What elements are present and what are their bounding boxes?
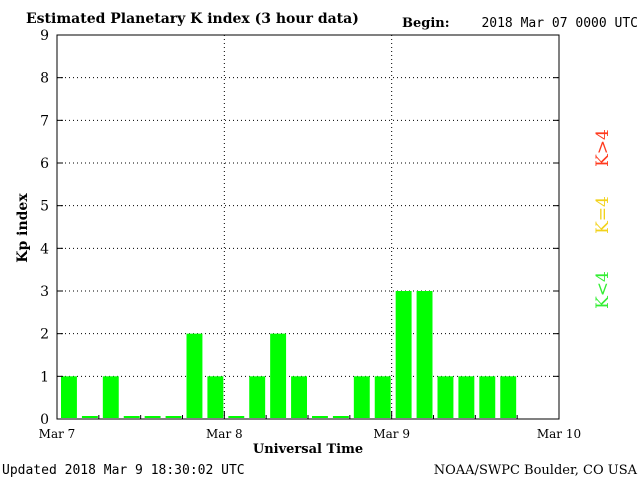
x-axis-ticks: Mar 7 Mar 8 Mar 9 Mar 10 — [39, 411, 581, 441]
kp-bar — [207, 376, 224, 418]
y-tick-label: 6 — [40, 156, 49, 172]
kp-bar — [102, 376, 119, 418]
kp-bar — [291, 376, 307, 418]
kp-bar — [228, 416, 245, 418]
kp-bar — [500, 376, 517, 418]
kp-bar — [332, 416, 349, 418]
y-tick-label: 9 — [40, 28, 49, 44]
y-tick-label: 0 — [40, 412, 49, 428]
kp-bar — [249, 376, 266, 418]
kp-bar — [395, 291, 412, 418]
kp-bar — [437, 376, 454, 418]
kp-bar — [186, 333, 203, 418]
y-tick-label: 3 — [40, 284, 49, 300]
legend-k-greater-4: K>4 — [593, 129, 613, 167]
chart-title: Estimated Planetary K index (3 hour data… — [26, 11, 359, 27]
updated-timestamp: Updated 2018 Mar 9 18:30:02 UTC — [2, 463, 245, 478]
y-tick-label: 5 — [40, 199, 49, 215]
begin-label: Begin: — [402, 16, 450, 31]
x-tick-label: Mar 7 — [39, 427, 76, 441]
grid-lines — [57, 35, 559, 419]
x-axis-label: Universal Time — [253, 442, 363, 457]
kp-bar — [123, 416, 140, 418]
kp-bar — [353, 376, 370, 418]
kp-bar — [479, 376, 496, 418]
y-tick-label: 2 — [40, 327, 49, 343]
legend-k-less-4: K<4 — [593, 271, 613, 309]
kp-bar — [374, 376, 391, 418]
bar-series — [61, 291, 517, 418]
x-tick-label: Mar 9 — [373, 427, 410, 441]
kp-bar — [312, 416, 328, 418]
kp-bar — [81, 416, 98, 418]
y-tick-label: 8 — [40, 71, 49, 87]
x-tick-label: Mar 10 — [537, 427, 581, 441]
y-tick-label: 4 — [40, 241, 49, 257]
kp-bar — [144, 416, 161, 418]
kp-bar — [61, 376, 77, 418]
y-tick-label: 1 — [40, 369, 49, 385]
kp-bar — [458, 376, 475, 418]
begin-value: 2018 Mar 07 0000 UTC — [481, 16, 638, 31]
y-axis-ticks: 0 1 2 3 4 5 6 7 8 9 — [40, 28, 559, 428]
source-credit: NOAA/SWPC Boulder, CO USA — [434, 463, 638, 478]
x-tick-label: Mar 8 — [206, 427, 243, 441]
y-axis-label: Kp index — [15, 193, 31, 263]
y-tick-label: 7 — [40, 113, 49, 129]
kp-bar — [270, 333, 287, 418]
kp-bar — [165, 416, 182, 418]
kp-bar — [416, 291, 433, 418]
plot-frame — [56, 34, 560, 420]
legend-k-equal-4: K=4 — [593, 196, 613, 234]
